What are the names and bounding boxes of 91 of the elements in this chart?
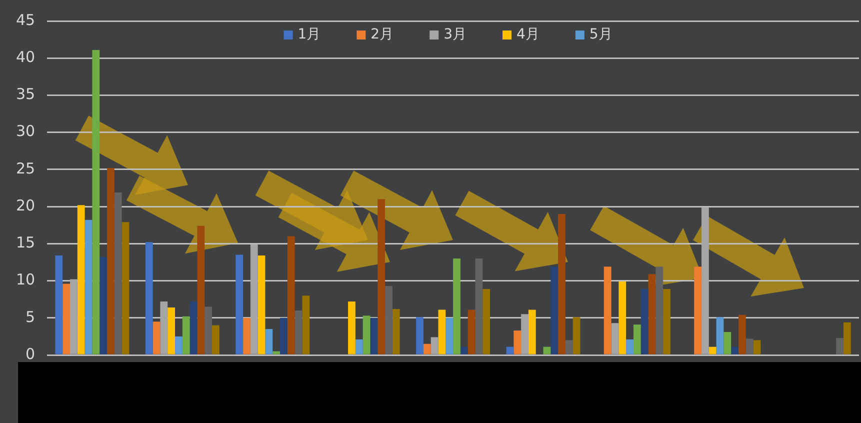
bar xyxy=(482,288,490,354)
bar xyxy=(528,310,536,354)
y-tick-label: 30 xyxy=(16,122,36,140)
bar xyxy=(543,346,551,354)
bar xyxy=(836,338,844,354)
bar xyxy=(355,339,363,354)
bar xyxy=(572,317,580,354)
legend-label: 1月 xyxy=(298,26,321,43)
y-tick-label: 20 xyxy=(16,196,36,214)
bar xyxy=(731,346,738,354)
legend-label: 4月 xyxy=(516,26,540,43)
bar xyxy=(55,256,63,354)
bar xyxy=(212,325,220,354)
bar xyxy=(550,266,558,354)
y-tick-label: 40 xyxy=(16,48,36,66)
bar xyxy=(250,244,258,354)
bar xyxy=(475,258,483,354)
bar xyxy=(626,339,634,354)
bar xyxy=(468,310,476,354)
bar xyxy=(160,302,168,354)
y-tick-label: 10 xyxy=(16,270,36,289)
bar xyxy=(265,329,273,354)
bar xyxy=(446,318,454,354)
bar xyxy=(656,266,664,354)
bar xyxy=(724,332,732,354)
bar xyxy=(438,310,446,354)
bar xyxy=(633,324,641,354)
bar xyxy=(77,205,85,354)
bar xyxy=(738,314,746,354)
bar xyxy=(565,340,573,354)
bar xyxy=(843,322,851,354)
bar xyxy=(416,317,424,354)
bar xyxy=(460,346,468,354)
legend-label: 5月 xyxy=(589,26,612,43)
bar xyxy=(70,279,78,354)
bar xyxy=(604,266,612,354)
bar xyxy=(175,336,182,354)
bar xyxy=(280,318,288,354)
bar xyxy=(430,337,438,354)
bar xyxy=(243,318,250,354)
bar xyxy=(558,214,566,354)
y-tick-label: 45 xyxy=(16,10,36,29)
bar xyxy=(701,207,709,354)
bar xyxy=(287,236,295,354)
bar xyxy=(753,340,761,354)
bar xyxy=(716,317,724,354)
bar xyxy=(182,316,190,354)
bar xyxy=(506,346,514,354)
bar xyxy=(197,226,205,354)
bar xyxy=(362,316,370,354)
bar xyxy=(302,296,310,354)
bar xyxy=(618,282,626,354)
bar xyxy=(84,220,92,354)
bar xyxy=(611,323,619,354)
bar xyxy=(62,284,70,354)
bar xyxy=(392,308,400,354)
bar xyxy=(378,199,386,354)
bar xyxy=(648,274,656,354)
bar xyxy=(204,306,212,354)
bar xyxy=(106,168,114,354)
bar xyxy=(272,351,280,354)
bar xyxy=(663,288,670,354)
bar xyxy=(746,338,754,354)
bar xyxy=(122,222,130,354)
y-tick-label: 5 xyxy=(26,308,36,326)
y-tick-label: 0 xyxy=(26,344,36,363)
bar xyxy=(694,266,702,354)
bar xyxy=(521,314,528,354)
bar xyxy=(236,254,244,354)
bar xyxy=(152,322,160,354)
bar xyxy=(453,258,460,354)
bar xyxy=(514,330,522,354)
y-tick-label: 25 xyxy=(16,159,36,178)
bar xyxy=(348,302,356,354)
bar xyxy=(640,288,648,354)
bar xyxy=(294,310,302,354)
legend-label: 2月 xyxy=(370,26,394,43)
bar xyxy=(92,50,100,354)
bar xyxy=(168,308,176,354)
bar xyxy=(114,192,122,354)
legend-label: 3月 xyxy=(444,26,467,43)
bar xyxy=(145,242,153,354)
bar xyxy=(385,286,392,354)
y-tick-label: 35 xyxy=(16,85,36,104)
bar xyxy=(258,256,266,354)
bar xyxy=(423,344,431,354)
bar xyxy=(190,302,198,354)
bar xyxy=(708,346,716,354)
bar xyxy=(370,318,378,354)
y-tick-label: 15 xyxy=(16,234,36,252)
bar xyxy=(100,257,107,354)
